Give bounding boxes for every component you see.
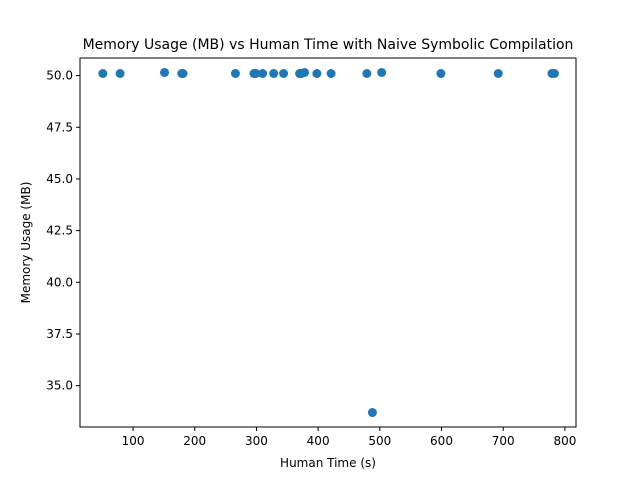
- scatter-point: [493, 69, 503, 79]
- scatter-point: [258, 69, 268, 79]
- y-tick-label: 42.5: [46, 224, 73, 238]
- x-tick-label: 300: [245, 434, 268, 448]
- y-tick-label: 45.0: [46, 172, 73, 186]
- scatter-point: [312, 69, 322, 79]
- x-axis-label: Human Time (s): [280, 456, 376, 470]
- scatter-point: [377, 67, 387, 77]
- y-axis-ticks: 35.0 37.5 40.0 42.5 45.0 47.5 50.0: [46, 69, 80, 393]
- scatter-point: [279, 69, 289, 79]
- y-axis-label: Memory Usage (MB): [19, 182, 33, 304]
- scatter-point: [362, 69, 372, 79]
- scatter-point: [326, 69, 336, 79]
- scatter-point: [251, 69, 261, 79]
- y-tick-label: 50.0: [46, 69, 73, 83]
- x-axis-ticks: 100 200 300 400 500 600 700 800: [122, 427, 576, 448]
- x-tick-label: 800: [553, 434, 576, 448]
- y-tick-label: 37.5: [46, 327, 73, 341]
- x-tick-label: 100: [122, 434, 145, 448]
- y-tick-label: 47.5: [46, 120, 73, 134]
- x-tick-label: 700: [492, 434, 515, 448]
- x-tick-label: 400: [307, 434, 330, 448]
- data-points: [98, 67, 559, 418]
- scatter-point: [269, 69, 279, 79]
- scatter-point: [178, 69, 188, 79]
- scatter-point: [98, 69, 108, 79]
- scatter-point: [160, 67, 170, 77]
- chart-title: Memory Usage (MB) vs Human Time with Nai…: [83, 37, 574, 53]
- scatter-point: [367, 408, 377, 418]
- scatter-point: [436, 69, 446, 79]
- x-tick-label: 600: [430, 434, 453, 448]
- x-tick-label: 500: [368, 434, 391, 448]
- y-tick-label: 40.0: [46, 275, 73, 289]
- y-tick-label: 35.0: [46, 379, 73, 393]
- scatter-point: [300, 67, 310, 77]
- scatter-point: [549, 69, 559, 79]
- x-tick-label: 200: [183, 434, 206, 448]
- plot-area-frame: [79, 57, 577, 428]
- scatter-point: [115, 69, 125, 79]
- scatter-point: [230, 69, 240, 79]
